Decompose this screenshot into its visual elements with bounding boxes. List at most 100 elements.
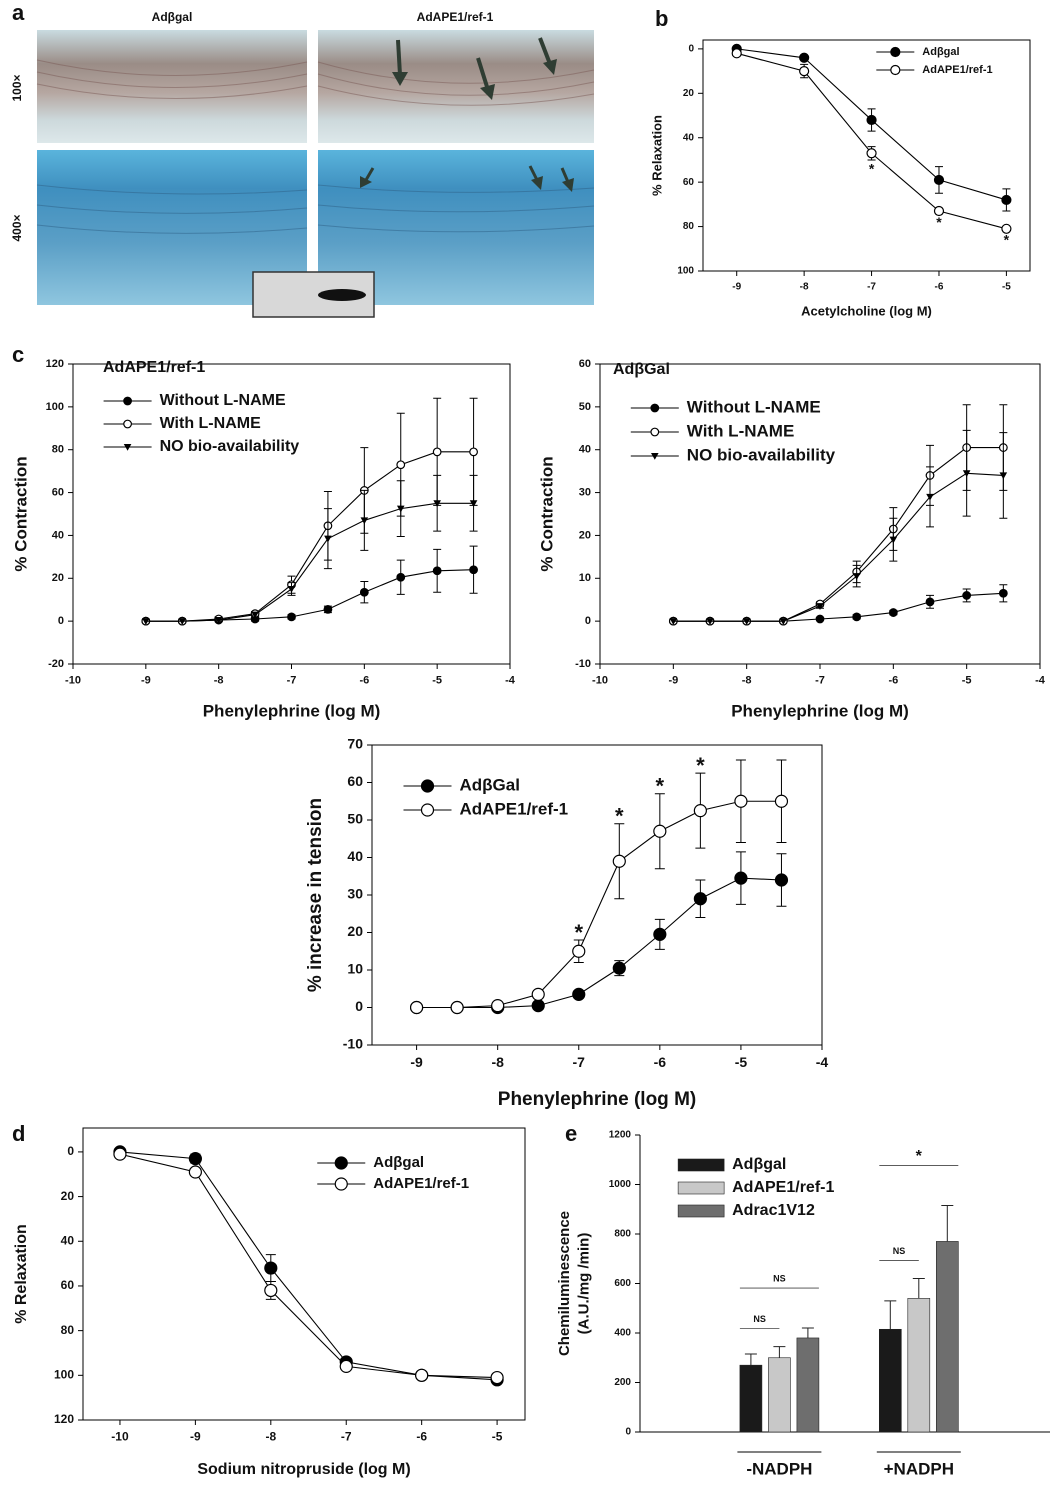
marker (265, 1262, 277, 1274)
row-label: 400× (10, 214, 24, 241)
y-tick-label: 0 (585, 615, 591, 627)
marker (416, 1369, 428, 1381)
row-label: 100× (10, 74, 24, 101)
marker (853, 613, 861, 621)
y-tick-label: 60 (52, 486, 64, 498)
y-axis-label: % increase in tension (305, 798, 326, 992)
legend-swatch (678, 1182, 724, 1194)
series-line (673, 448, 1003, 622)
y-tick-label: 20 (52, 572, 64, 584)
x-axis-label: Phenylephrine (log M) (498, 1089, 696, 1110)
y-tick-label: 10 (347, 961, 363, 977)
error-bar (802, 1328, 814, 1338)
marker (411, 1002, 423, 1014)
x-tick-label: -8 (265, 1429, 276, 1443)
significance-marker: * (936, 214, 942, 230)
marker (890, 609, 898, 617)
y-tick-label: 800 (614, 1229, 631, 1240)
x-axis-label: Sodium nitropruside (log M) (197, 1461, 410, 1478)
y-tick-label: 0 (688, 44, 694, 55)
marker (470, 566, 478, 574)
x-axis-label: Phenylephrine (log M) (203, 701, 381, 720)
legend-label: Adβgal (373, 1154, 424, 1171)
legend-marker (124, 397, 132, 405)
y-tick-label: 80 (61, 1323, 75, 1337)
y-tick-label: 40 (579, 444, 591, 456)
marker (613, 855, 625, 867)
bar (908, 1298, 930, 1432)
x-tick-label: -9 (141, 675, 151, 687)
marker (573, 945, 585, 957)
x-tick-label: -8 (742, 675, 752, 687)
marker (361, 517, 369, 524)
marker (963, 592, 971, 600)
column-header: AdAPE1/ref-1 (417, 10, 494, 24)
marker (573, 988, 585, 1000)
page: {"image_panel": {"panel_label": "a", "co… (0, 0, 1058, 1486)
error-bar (941, 1206, 953, 1242)
y-tick-label: 10 (579, 572, 591, 584)
legend-marker (651, 428, 659, 436)
x-tick-label: -9 (190, 1429, 201, 1443)
x-tick-label: -4 (1035, 675, 1046, 687)
legend-label: Adβgal (732, 1156, 786, 1173)
marker (451, 1002, 463, 1014)
series-line (673, 473, 1003, 621)
significance-marker: * (1004, 232, 1010, 248)
legend-label: NO bio-availability (160, 438, 300, 455)
legend-marker (422, 780, 434, 792)
y-tick-label: 40 (347, 848, 363, 864)
legend-label: AdAPE1/ref-1 (922, 64, 992, 76)
y-tick-label: 60 (683, 177, 695, 188)
marker (654, 928, 666, 940)
panel-label: c (12, 342, 24, 367)
marker (397, 461, 405, 469)
series-line (146, 452, 474, 621)
y-tick-label: 20 (579, 529, 591, 541)
y-tick-label: 40 (61, 1233, 75, 1247)
legend-label: Adrac1V12 (732, 1202, 815, 1219)
error-bar (773, 1347, 785, 1358)
column-header: Adβgal (152, 10, 193, 24)
y-tick-label: -10 (575, 658, 591, 670)
blot-band (318, 289, 366, 301)
y-tick-label: 0 (58, 615, 64, 627)
legend-label: Without L-NAME (160, 392, 286, 409)
marker (397, 573, 405, 581)
legend-label: AdAPE1/ref-1 (373, 1175, 469, 1192)
x-tick-label: -5 (1002, 282, 1011, 293)
y-tick-label: 0 (625, 1427, 631, 1438)
x-tick-label: -5 (432, 675, 442, 687)
y-tick-label: 30 (347, 886, 363, 902)
plot-frame (372, 745, 822, 1045)
legend-label: NO bio-availability (687, 445, 836, 464)
panel-label: d (12, 1121, 25, 1146)
y-tick-label: 80 (52, 444, 64, 456)
comparison-label: NS (893, 1246, 906, 1256)
marker (732, 49, 741, 58)
y-axis-label: % Relaxation (13, 1224, 30, 1324)
y-axis-label: (A.U./mg /min) (575, 1233, 592, 1335)
x-tick-label: -10 (65, 675, 81, 687)
marker (735, 872, 747, 884)
x-tick-label: -9 (410, 1054, 423, 1070)
x-tick-label: -7 (341, 1429, 352, 1443)
marker (470, 448, 478, 456)
legend-marker (891, 66, 900, 75)
marker (189, 1166, 201, 1178)
series-line (146, 570, 474, 621)
legend-label: AdAPE1/ref-1 (732, 1179, 834, 1196)
y-tick-label: 100 (677, 266, 694, 277)
marker (867, 115, 876, 124)
marker (735, 795, 747, 807)
y-tick-label: 30 (579, 486, 591, 498)
marker (1000, 589, 1008, 597)
y-tick-label: 70 (347, 736, 363, 752)
y-tick-label: 1200 (609, 1130, 632, 1141)
marker (867, 149, 876, 158)
significance-marker: * (656, 774, 665, 799)
y-tick-label: 400 (614, 1328, 631, 1339)
x-tick-label: -6 (654, 1054, 667, 1070)
marker (265, 1284, 277, 1296)
legend-label: Without L-NAME (687, 397, 821, 416)
